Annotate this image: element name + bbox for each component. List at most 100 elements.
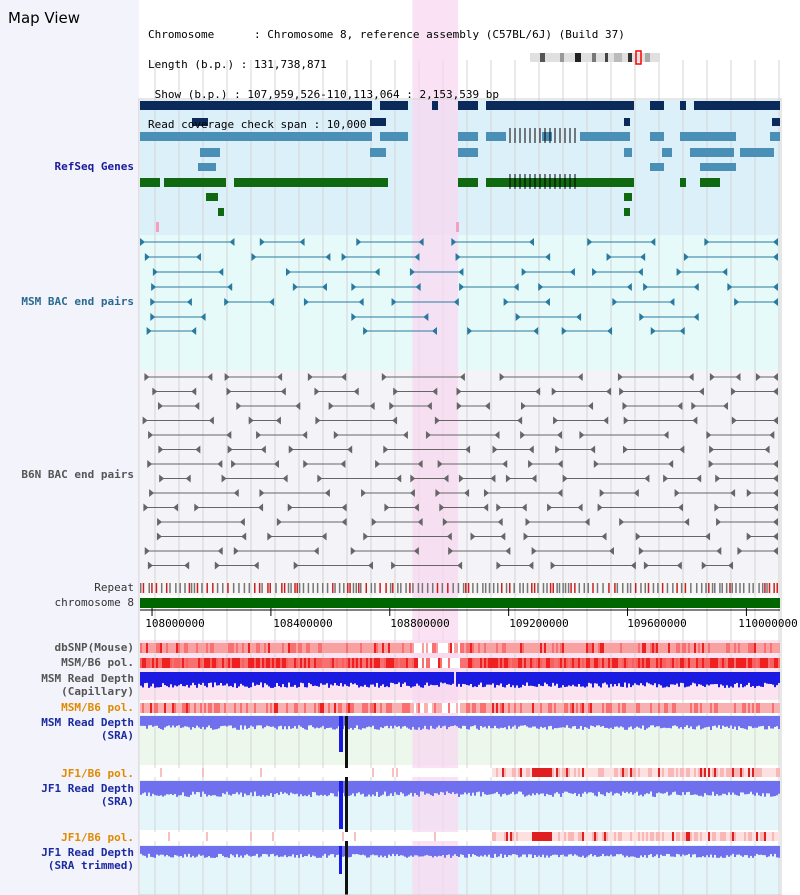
read-depth-bar [556, 672, 558, 684]
polymorphism-cell [382, 643, 384, 653]
gene-block [458, 132, 478, 141]
polymorphism-cell [202, 658, 204, 668]
polymorphism-cell [692, 658, 694, 668]
polymorphism-cell [608, 658, 610, 668]
bac-end-marker [361, 489, 367, 497]
polymorphism-cell [298, 832, 300, 841]
polymorphism-cell [222, 703, 224, 713]
read-depth-bar [258, 781, 260, 796]
read-depth-bar [620, 781, 622, 796]
polymorphism-cell [710, 768, 712, 777]
polymorphism-cell [250, 658, 252, 668]
polymorphism-cell [718, 832, 720, 841]
read-depth-bar [460, 716, 462, 729]
read-depth-bar [288, 716, 290, 727]
polymorphism-cell [362, 658, 364, 668]
read-depth-bar [486, 716, 488, 729]
read-depth-bar [206, 846, 208, 858]
bac-end-marker [439, 503, 445, 512]
repeat-element [338, 583, 341, 593]
polymorphism-cell [778, 643, 780, 653]
read-depth-bar [434, 781, 436, 794]
bac-end-marker [773, 416, 778, 425]
bac-end-marker [706, 431, 712, 439]
polymorphism-cell [484, 658, 486, 668]
read-depth-bar [448, 846, 450, 855]
polymorphism-cell [364, 768, 366, 777]
read-depth-bar [332, 672, 334, 686]
read-depth-bar [436, 672, 438, 686]
polymorphism-cell [360, 768, 362, 777]
read-depth-bar [394, 716, 396, 726]
read-depth-bar [498, 716, 500, 729]
polymorphism-cell [408, 768, 410, 777]
polymorphism-cell [730, 768, 732, 777]
polymorphism-cell [406, 703, 408, 713]
read-depth-bar [146, 846, 148, 858]
b6n-bac-end-pairs-label[interactable]: B6N BAC end pairs [21, 468, 134, 481]
polymorphism-cell [370, 703, 372, 713]
read-depth-bar [264, 672, 266, 684]
bac-end-marker [640, 253, 646, 261]
polymorphism-cell [378, 643, 380, 653]
read-depth-bar [168, 716, 170, 726]
polymorphism-cell [600, 658, 602, 668]
read-depth-bar [410, 846, 412, 856]
bac-end-marker [678, 503, 684, 512]
polymorphism-cell [748, 703, 750, 713]
bac-end-marker [497, 518, 503, 526]
msm-bac-end-pairs-label[interactable]: MSM BAC end pairs [21, 295, 134, 308]
read-depth-bar [778, 781, 780, 794]
polymorphism-cell [610, 703, 612, 713]
polymorphism-cell [386, 643, 388, 653]
polymorphism-cell [768, 768, 770, 777]
bac-end-marker [194, 402, 200, 410]
polymorphism-cell [194, 643, 196, 653]
repeat-element [621, 583, 624, 593]
read-depth-bar [204, 672, 206, 686]
polymorphism-cell [424, 703, 426, 713]
polymorphism-cell [262, 658, 264, 668]
read-depth-bar [350, 781, 352, 796]
polymorphism-cell [664, 832, 666, 841]
polymorphism-cell [272, 703, 274, 713]
polymorphism-cell [400, 703, 402, 713]
bac-end-marker [612, 298, 618, 306]
polymorphism-cell [416, 832, 418, 841]
polymorphism-cell [606, 768, 608, 777]
polymorphism-cell [246, 643, 248, 653]
polymorphism-cell [754, 832, 756, 841]
read-depth-bar [728, 781, 730, 793]
polymorphism-cell [664, 768, 666, 777]
polymorphism-cell [748, 658, 750, 668]
repeat-element [261, 583, 263, 593]
polymorphism-cell [150, 643, 152, 653]
polymorphism-cell [198, 643, 200, 653]
read-depth-bar [756, 672, 758, 687]
read-depth-bar [208, 716, 210, 726]
polymorphism-cell [728, 643, 730, 653]
read-depth-bar [452, 846, 454, 856]
read-depth-bar [532, 781, 534, 794]
polymorphism-cell [286, 658, 288, 668]
read-depth-bar [692, 672, 694, 683]
polymorphism-cell [622, 643, 624, 653]
polymorphism-cell [416, 643, 418, 653]
read-depth-bar [192, 716, 194, 728]
read-depth-bar [302, 846, 304, 858]
polymorphism-cell [424, 832, 426, 841]
show-range-info-line: Show (b.p.) : 107,959,526-110,113,064 : … [148, 88, 499, 101]
polymorphism-cell [566, 768, 568, 777]
read-depth-bar [204, 716, 206, 730]
polymorphism-cell [412, 703, 414, 713]
polymorphism-cell [738, 658, 740, 668]
repeat-element [526, 583, 529, 593]
refseq-genes-label[interactable]: RefSeq Genes [54, 160, 134, 173]
read-depth-bar [362, 846, 364, 855]
polymorphism-cell [262, 832, 264, 841]
bac-end-marker [267, 532, 273, 541]
polymorphism-cell [482, 643, 484, 653]
read-depth-bar [320, 846, 322, 858]
repeat-element [190, 583, 193, 593]
read-depth-bar [408, 846, 410, 857]
